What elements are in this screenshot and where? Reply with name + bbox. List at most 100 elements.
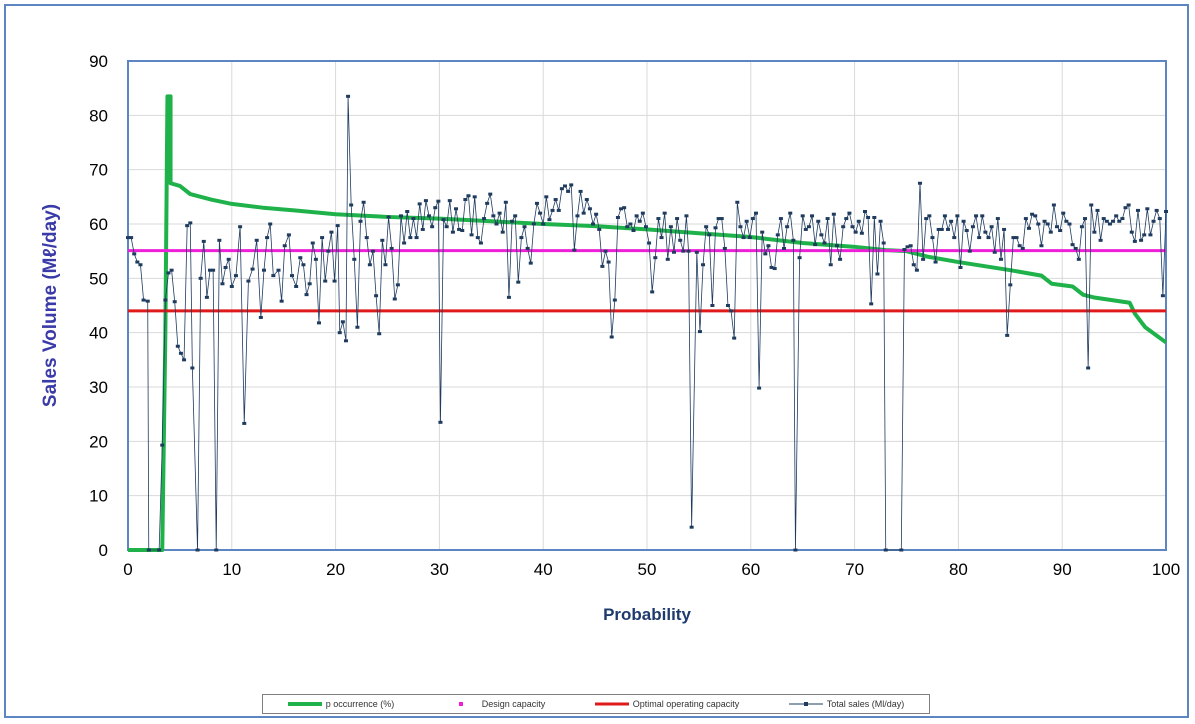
data-point-sales xyxy=(924,217,929,221)
data-point-sales xyxy=(689,525,694,529)
data-point-sales xyxy=(575,214,580,218)
data-point-sales xyxy=(361,200,366,204)
data-point-sales xyxy=(813,243,818,247)
data-point-sales xyxy=(556,208,561,212)
data-point-sales xyxy=(656,217,661,221)
y-tick-label: 40 xyxy=(89,324,108,343)
x-tick-label: 90 xyxy=(1053,560,1072,579)
data-point-sales xyxy=(208,268,213,272)
data-point-sales xyxy=(380,238,385,242)
data-point-sales xyxy=(190,366,195,370)
data-point-sales xyxy=(178,351,183,355)
data-point-sales xyxy=(738,225,743,229)
data-point-sales xyxy=(135,260,140,264)
data-point-sales xyxy=(732,336,737,340)
data-point-sales xyxy=(229,284,234,288)
data-point-sales xyxy=(320,236,325,240)
data-point-sales xyxy=(707,233,712,237)
x-tick-label: 60 xyxy=(741,560,760,579)
data-point-sales xyxy=(217,238,222,242)
data-point-sales xyxy=(974,214,979,218)
data-point-sales xyxy=(1067,222,1072,226)
data-point-sales xyxy=(856,219,861,223)
data-point-sales xyxy=(377,332,382,336)
data-point-sales xyxy=(989,225,994,229)
y-tick-label: 10 xyxy=(89,487,108,506)
data-point-sales xyxy=(828,263,833,267)
legend-label-optimal: Optimal operating capacity xyxy=(632,699,740,709)
data-point-sales xyxy=(853,230,858,234)
data-point-sales xyxy=(1151,219,1156,223)
x-axis-label: Probability xyxy=(603,605,691,624)
data-point-sales xyxy=(414,236,419,240)
data-point-sales xyxy=(572,248,577,252)
y-tick-label: 20 xyxy=(89,432,108,451)
data-point-sales xyxy=(290,274,295,278)
data-point-sales xyxy=(141,298,146,302)
data-point-sales xyxy=(238,225,243,229)
data-point-sales xyxy=(760,230,765,234)
data-point-sales xyxy=(591,222,596,226)
data-point-sales xyxy=(719,217,724,221)
data-point-sales xyxy=(1117,219,1122,223)
data-point-sales xyxy=(510,219,515,223)
data-point-sales xyxy=(201,239,206,243)
data-point-sales xyxy=(650,290,655,294)
data-point-sales xyxy=(603,249,608,253)
data-point-sales xyxy=(914,268,919,272)
data-point-sales xyxy=(952,236,957,240)
data-point-sales xyxy=(411,217,416,221)
data-point-sales xyxy=(800,214,805,218)
data-point-sales xyxy=(444,225,449,229)
data-point-sales xyxy=(697,330,702,334)
data-point-sales xyxy=(713,226,718,230)
data-point-sales xyxy=(955,214,960,218)
data-point-sales xyxy=(337,331,342,335)
data-point-sales xyxy=(647,241,652,245)
y-tick-label: 60 xyxy=(89,215,108,234)
data-point-sales xyxy=(772,267,777,271)
data-point-sales xyxy=(494,222,499,226)
data-point-sales xyxy=(1139,238,1144,242)
legend-label-design: Design capacity xyxy=(481,699,546,709)
data-point-sales xyxy=(1164,210,1168,214)
data-point-sales xyxy=(195,548,200,552)
data-point-sales xyxy=(160,443,165,447)
data-point-sales xyxy=(163,298,168,302)
data-point-sales xyxy=(1026,226,1031,230)
data-point-sales xyxy=(825,217,830,221)
data-point-sales xyxy=(668,225,673,229)
data-point-sales xyxy=(747,236,752,240)
data-point-sales xyxy=(791,238,796,242)
data-point-sales xyxy=(1104,219,1109,223)
data-point-sales xyxy=(659,236,664,240)
data-point-sales xyxy=(525,246,530,250)
data-point-sales xyxy=(349,203,354,207)
data-point-sales xyxy=(478,241,483,245)
data-point-sales xyxy=(722,246,727,250)
data-point-sales xyxy=(927,214,932,218)
data-point-sales xyxy=(961,219,966,223)
data-point-sales xyxy=(995,217,1000,221)
data-point-sales xyxy=(1042,219,1047,223)
data-point-sales xyxy=(1111,219,1116,223)
data-point-sales xyxy=(544,195,549,199)
data-point-sales xyxy=(441,218,446,222)
data-point-sales xyxy=(662,211,667,215)
data-point-sales xyxy=(681,249,686,253)
data-point-sales xyxy=(612,298,617,302)
data-point-sales xyxy=(834,244,839,248)
data-point-sales xyxy=(466,194,471,198)
legend: p occurrence (%) Design capacity Optimal… xyxy=(262,694,930,714)
legend-label-sales: Total sales (Ml/day) xyxy=(826,699,905,709)
data-point-sales xyxy=(427,214,432,218)
data-point-sales xyxy=(983,230,988,234)
data-point-sales xyxy=(389,246,394,250)
legend-item-design: Design capacity xyxy=(444,699,546,709)
data-point-sales xyxy=(1083,217,1088,221)
data-point-sales xyxy=(211,268,216,272)
y-tick-label: 50 xyxy=(89,269,108,288)
data-point-sales xyxy=(226,257,231,261)
data-point-sales xyxy=(609,335,614,339)
